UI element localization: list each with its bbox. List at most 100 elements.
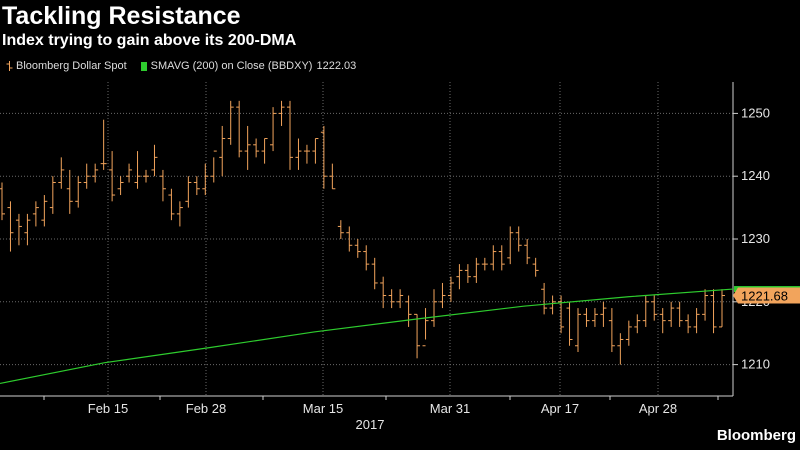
- ohlc-bar: [24, 213, 31, 246]
- ohlc-bar: [227, 100, 234, 145]
- chart-subtitle: Index trying to gain above its 200-DMA: [2, 32, 297, 49]
- ohlc-bar: [354, 239, 361, 258]
- ohlc-bar: [439, 282, 446, 309]
- y-tick-label: 1230: [741, 231, 770, 246]
- x-tick-label: Mar 15: [303, 401, 343, 416]
- axes: [0, 82, 738, 400]
- legend-label-smavg: SMAVG (200) on Close (BBDXY): [150, 60, 313, 72]
- ohlc-series: [0, 100, 725, 365]
- ohlc-swatch-icon: [6, 61, 13, 71]
- ohlc-bar: [185, 176, 192, 208]
- ohlc-bar: [608, 308, 615, 353]
- ohlc-bar: [219, 125, 226, 177]
- ohlc-bar: [414, 313, 421, 359]
- x-tick-label: Apr 28: [639, 401, 677, 416]
- x-tick-label: Feb 15: [88, 401, 128, 416]
- ohlc-bar: [346, 226, 353, 252]
- ohlc-bar: [109, 151, 116, 202]
- ohlc-bar: [75, 176, 82, 208]
- ohlc-bar: [193, 176, 200, 196]
- ohlc-bar: [625, 320, 632, 346]
- ohlc-bar: [7, 201, 14, 252]
- ohlc-bar: [642, 295, 649, 327]
- ohlc-bar: [49, 176, 56, 214]
- ohlc-bar: [634, 314, 641, 334]
- last-price-label: 1221.68: [741, 289, 788, 304]
- ohlc-bar: [303, 144, 310, 164]
- ohlc-bar: [134, 151, 141, 189]
- ohlc-bar: [676, 301, 683, 327]
- last-price-tag: 1221.68: [733, 287, 800, 304]
- chart-title: Tackling Resistance: [2, 2, 241, 30]
- legend-item-dollar-spot: Bloomberg Dollar Spot: [6, 60, 127, 72]
- ohlc-bar: [371, 257, 378, 290]
- ohlc-bar: [236, 100, 243, 158]
- ohlc-bar: [651, 295, 658, 321]
- x-tick-label: Apr 17: [541, 401, 579, 416]
- ohlc-bar: [312, 138, 319, 164]
- ohlc-bar: [591, 308, 598, 327]
- ohlc-bar: [405, 295, 412, 327]
- ohlc-bar: [456, 264, 463, 290]
- ohlc-bar: [507, 226, 514, 265]
- ohlc-bar: [117, 176, 124, 196]
- ohlc-bar: [473, 257, 480, 283]
- ohlc-bar: [100, 119, 107, 170]
- ohlc-bar: [337, 220, 344, 239]
- legend-value-smavg: 1222.03: [316, 60, 357, 72]
- ohlc-bar: [702, 289, 709, 321]
- ohlc-bar: [431, 289, 437, 327]
- ohlc-bar: [58, 157, 65, 189]
- ohlc-bar: [278, 100, 285, 126]
- ohlc-bar: [261, 138, 268, 164]
- ohlc-bar: [363, 245, 370, 271]
- ohlc-bar: [320, 125, 327, 189]
- ohlc-bar: [464, 264, 471, 283]
- ohlc-bar: [558, 295, 565, 334]
- ohlc-bar: [566, 301, 573, 346]
- ohlc-bar: [270, 107, 277, 152]
- ohlc-bar: [143, 169, 149, 183]
- ohlc-bar: [244, 125, 251, 170]
- ohlc-bar: [287, 100, 293, 170]
- ohlc-bar: [15, 213, 22, 246]
- ohlc-bar: [659, 308, 666, 334]
- y-tick-label: 1210: [741, 357, 770, 372]
- year-label: 2017: [356, 417, 385, 432]
- ohlc-bar: [329, 163, 336, 190]
- ohlc-bar: [668, 301, 675, 327]
- ohlc-bar: [549, 295, 556, 315]
- legend-item-smavg: SMAVG (200) on Close (BBDXY) 1222.03: [140, 60, 357, 72]
- gridlines: [0, 82, 733, 396]
- legend-label-dollar-spot: Bloomberg Dollar Spot: [16, 60, 127, 72]
- ohlc-bar: [83, 163, 90, 189]
- ohlc-bar: [397, 289, 404, 309]
- ohlc-bar: [617, 333, 624, 365]
- ohlc-bar: [541, 282, 548, 315]
- ohlc-bar: [515, 226, 522, 252]
- ohlc-bar: [490, 245, 497, 271]
- ohlc-bar: [481, 257, 488, 271]
- x-tick-label: Feb 28: [186, 401, 226, 416]
- ohlc-bar: [498, 245, 505, 271]
- sma-line: [0, 288, 734, 385]
- ohlc-bar: [176, 201, 183, 227]
- y-tick-label: 1240: [741, 168, 770, 183]
- ohlc-bar: [532, 257, 539, 277]
- ohlc-bar: [168, 188, 175, 221]
- ohlc-bar: [380, 276, 387, 309]
- ohlc-bar: [388, 289, 395, 309]
- legend: Bloomberg Dollar Spot SMAVG (200) on Clo…: [6, 60, 370, 72]
- ohlc-bar: [202, 163, 209, 196]
- legend-swatch-smavg: [140, 61, 147, 71]
- ohlc-bar: [92, 163, 99, 183]
- ohlc-bar: [159, 169, 166, 202]
- ohlc-bar: [583, 308, 590, 327]
- ohlc-bar: [126, 163, 133, 183]
- ohlc-bar: [447, 276, 454, 302]
- x-tick-label: Mar 31: [430, 401, 470, 416]
- ohlc-bar: [524, 239, 531, 265]
- ohlc-bar: [32, 201, 39, 227]
